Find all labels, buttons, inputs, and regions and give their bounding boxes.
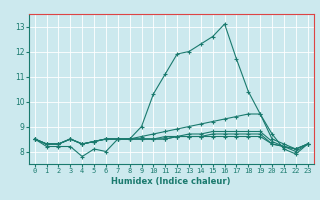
X-axis label: Humidex (Indice chaleur): Humidex (Indice chaleur) <box>111 177 231 186</box>
